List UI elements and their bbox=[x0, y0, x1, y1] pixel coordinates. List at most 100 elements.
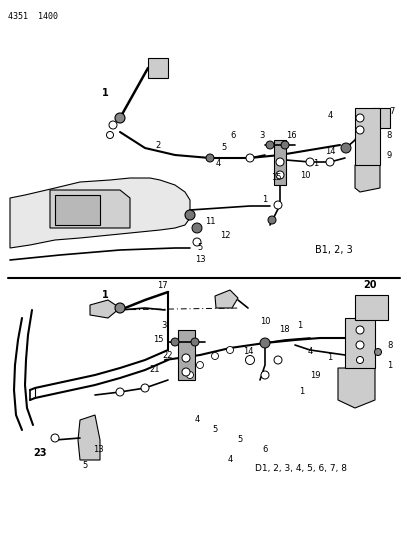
Circle shape bbox=[246, 356, 255, 365]
Text: 5: 5 bbox=[213, 425, 217, 434]
Circle shape bbox=[261, 371, 269, 379]
Text: 1: 1 bbox=[387, 360, 392, 369]
Text: 14: 14 bbox=[243, 348, 253, 357]
Polygon shape bbox=[274, 140, 286, 185]
Circle shape bbox=[115, 113, 125, 123]
Circle shape bbox=[193, 238, 201, 246]
Circle shape bbox=[246, 154, 254, 162]
Polygon shape bbox=[78, 415, 100, 460]
Text: 13: 13 bbox=[93, 446, 103, 455]
Circle shape bbox=[106, 132, 113, 139]
Text: 8: 8 bbox=[386, 131, 392, 140]
Text: 21: 21 bbox=[150, 366, 160, 375]
Circle shape bbox=[171, 338, 179, 346]
Circle shape bbox=[274, 356, 282, 364]
Circle shape bbox=[185, 210, 195, 220]
Circle shape bbox=[276, 171, 284, 179]
Text: 3: 3 bbox=[259, 132, 265, 141]
Text: 1: 1 bbox=[102, 290, 109, 300]
Polygon shape bbox=[215, 290, 238, 308]
Circle shape bbox=[268, 216, 276, 224]
Text: 6: 6 bbox=[262, 446, 268, 455]
Circle shape bbox=[109, 121, 117, 129]
Text: 22: 22 bbox=[163, 351, 173, 359]
Text: 4351  1400: 4351 1400 bbox=[8, 12, 58, 21]
Text: 19: 19 bbox=[310, 370, 320, 379]
Polygon shape bbox=[10, 178, 190, 248]
Polygon shape bbox=[355, 295, 388, 320]
Text: 4: 4 bbox=[227, 456, 233, 464]
Text: 7: 7 bbox=[389, 108, 395, 117]
Polygon shape bbox=[372, 108, 390, 128]
Circle shape bbox=[281, 141, 289, 149]
Polygon shape bbox=[55, 195, 100, 225]
Text: 4: 4 bbox=[327, 110, 333, 119]
Text: 13: 13 bbox=[195, 255, 205, 264]
Polygon shape bbox=[90, 300, 120, 318]
Circle shape bbox=[356, 341, 364, 349]
Text: 10: 10 bbox=[300, 171, 310, 180]
Text: D1, 2, 3, 4, 5, 6, 7, 8: D1, 2, 3, 4, 5, 6, 7, 8 bbox=[255, 464, 347, 472]
Text: 14: 14 bbox=[325, 148, 335, 157]
Circle shape bbox=[341, 143, 351, 153]
Text: 5: 5 bbox=[237, 435, 243, 445]
Circle shape bbox=[115, 303, 125, 313]
Circle shape bbox=[356, 326, 364, 334]
Circle shape bbox=[356, 114, 364, 122]
Circle shape bbox=[274, 201, 282, 209]
Circle shape bbox=[51, 434, 59, 442]
Text: 18: 18 bbox=[279, 326, 289, 335]
Polygon shape bbox=[355, 165, 380, 192]
Circle shape bbox=[326, 158, 334, 166]
Text: 4: 4 bbox=[215, 158, 221, 167]
Text: 23: 23 bbox=[33, 448, 47, 458]
Polygon shape bbox=[50, 190, 130, 228]
Text: 2: 2 bbox=[155, 141, 161, 149]
Circle shape bbox=[356, 126, 364, 134]
Text: 17: 17 bbox=[157, 280, 167, 289]
Circle shape bbox=[182, 354, 190, 362]
Circle shape bbox=[375, 349, 381, 356]
Text: 15: 15 bbox=[153, 335, 163, 344]
Text: 5: 5 bbox=[82, 461, 88, 470]
Text: 15: 15 bbox=[271, 174, 281, 182]
Circle shape bbox=[260, 338, 270, 348]
Circle shape bbox=[266, 141, 274, 149]
Polygon shape bbox=[345, 318, 375, 368]
Text: 16: 16 bbox=[286, 132, 296, 141]
Text: 1: 1 bbox=[327, 353, 333, 362]
Polygon shape bbox=[148, 58, 168, 78]
Circle shape bbox=[197, 361, 204, 368]
Text: 11: 11 bbox=[205, 217, 215, 227]
Circle shape bbox=[206, 154, 214, 162]
Circle shape bbox=[226, 346, 233, 353]
Text: 1: 1 bbox=[297, 321, 303, 330]
Circle shape bbox=[182, 368, 190, 376]
Circle shape bbox=[192, 223, 202, 233]
Text: 5: 5 bbox=[222, 143, 226, 152]
Text: 1: 1 bbox=[102, 88, 109, 98]
Text: 4: 4 bbox=[307, 348, 313, 357]
Polygon shape bbox=[355, 108, 380, 165]
Circle shape bbox=[306, 158, 314, 166]
Circle shape bbox=[141, 384, 149, 392]
Text: 9: 9 bbox=[386, 150, 392, 159]
Text: 20: 20 bbox=[363, 280, 377, 290]
Text: 8: 8 bbox=[387, 341, 392, 350]
Text: 3: 3 bbox=[161, 320, 167, 329]
Text: 5: 5 bbox=[197, 244, 203, 253]
Polygon shape bbox=[338, 368, 375, 408]
Text: 1: 1 bbox=[313, 158, 319, 167]
Text: 1: 1 bbox=[299, 387, 305, 397]
Circle shape bbox=[186, 372, 193, 378]
Circle shape bbox=[276, 158, 284, 166]
Text: B1, 2, 3: B1, 2, 3 bbox=[315, 245, 353, 255]
Circle shape bbox=[357, 357, 364, 364]
Circle shape bbox=[211, 352, 219, 359]
Text: 4: 4 bbox=[194, 416, 200, 424]
Text: 1: 1 bbox=[262, 196, 268, 205]
Text: 6: 6 bbox=[230, 131, 236, 140]
Polygon shape bbox=[178, 330, 195, 380]
Text: 10: 10 bbox=[260, 318, 270, 327]
Text: 12: 12 bbox=[220, 230, 230, 239]
